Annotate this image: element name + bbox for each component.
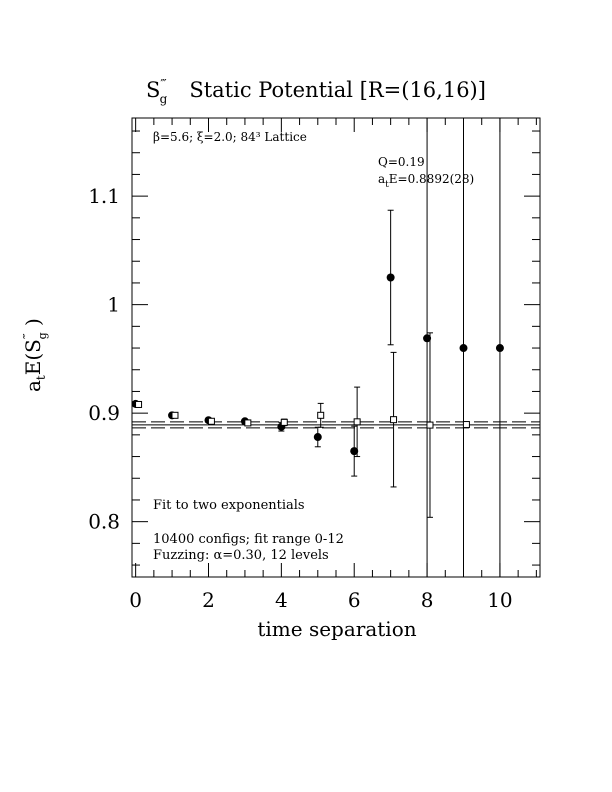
data-point-circle <box>386 273 395 282</box>
ylabel-sub-g: g <box>36 332 49 339</box>
x-tick-label: 8 <box>421 588 434 612</box>
x-tick-label: 6 <box>348 588 361 612</box>
x-tick-label: 10 <box>487 588 512 612</box>
annotation-params: β=5.6; ξ=2.0; 84³ Lattice <box>153 130 307 144</box>
y-tick-label: 0.8 <box>88 510 120 534</box>
y-tick-label: 0.9 <box>88 401 120 425</box>
ylabel-end: ) <box>21 318 45 332</box>
plot-frame <box>131 117 541 578</box>
data-point-square <box>171 411 179 419</box>
x-tick-label: 0 <box>129 588 142 612</box>
x-tick-label: 2 <box>202 588 215 612</box>
chart-title: S‴ g Static Potential [R=(16,16)] <box>146 77 486 106</box>
energy-a: a <box>378 172 385 186</box>
title-operator-sub: g <box>160 92 168 106</box>
data-point-square <box>353 418 361 426</box>
x-axis-label: time separation <box>257 617 416 641</box>
data-point-square <box>135 400 143 408</box>
data-point-square <box>426 421 434 429</box>
ylabel-a: a <box>21 380 45 392</box>
ylabel-sub-t: t <box>34 375 48 380</box>
energy-sub: t <box>385 180 389 190</box>
ylabel-mid: E(S <box>21 339 45 375</box>
annotation-q-value: Q=0.19 <box>378 155 425 169</box>
y-axis-label: atE(S‴ g ) <box>21 318 49 392</box>
annotation-fit-energy: atE=0.8892(28) <box>378 172 474 190</box>
annotation-fuzzing: Fuzzing: α=0.30, 12 levels <box>153 548 329 563</box>
y-tick-label: 1 <box>107 293 120 317</box>
data-point-square <box>244 419 252 427</box>
data-point-circle <box>313 433 322 442</box>
data-point-square <box>280 418 288 426</box>
title-rest: Static Potential [R=(16,16)] <box>189 78 486 102</box>
data-point-square <box>462 421 470 429</box>
y-tick-label: 1.1 <box>88 184 120 208</box>
data-point-circle <box>459 344 468 353</box>
data-point-circle <box>423 334 432 343</box>
data-point-circle <box>350 447 359 456</box>
ylabel-sup: ‴ <box>21 333 34 339</box>
data-point-square <box>317 411 325 419</box>
annotation-fit-type: Fit to two exponentials <box>153 498 305 513</box>
data-point-square <box>207 417 215 425</box>
data-point-circle <box>495 344 504 353</box>
x-tick-label: 4 <box>275 588 288 612</box>
data-point-square <box>390 416 398 424</box>
energy-rest: E=0.8892(28) <box>389 172 474 186</box>
annotation-configs: 10400 configs; fit range 0-12 <box>153 532 344 547</box>
title-operator-sup: ‴ <box>160 77 166 91</box>
title-operator: S <box>146 78 160 102</box>
